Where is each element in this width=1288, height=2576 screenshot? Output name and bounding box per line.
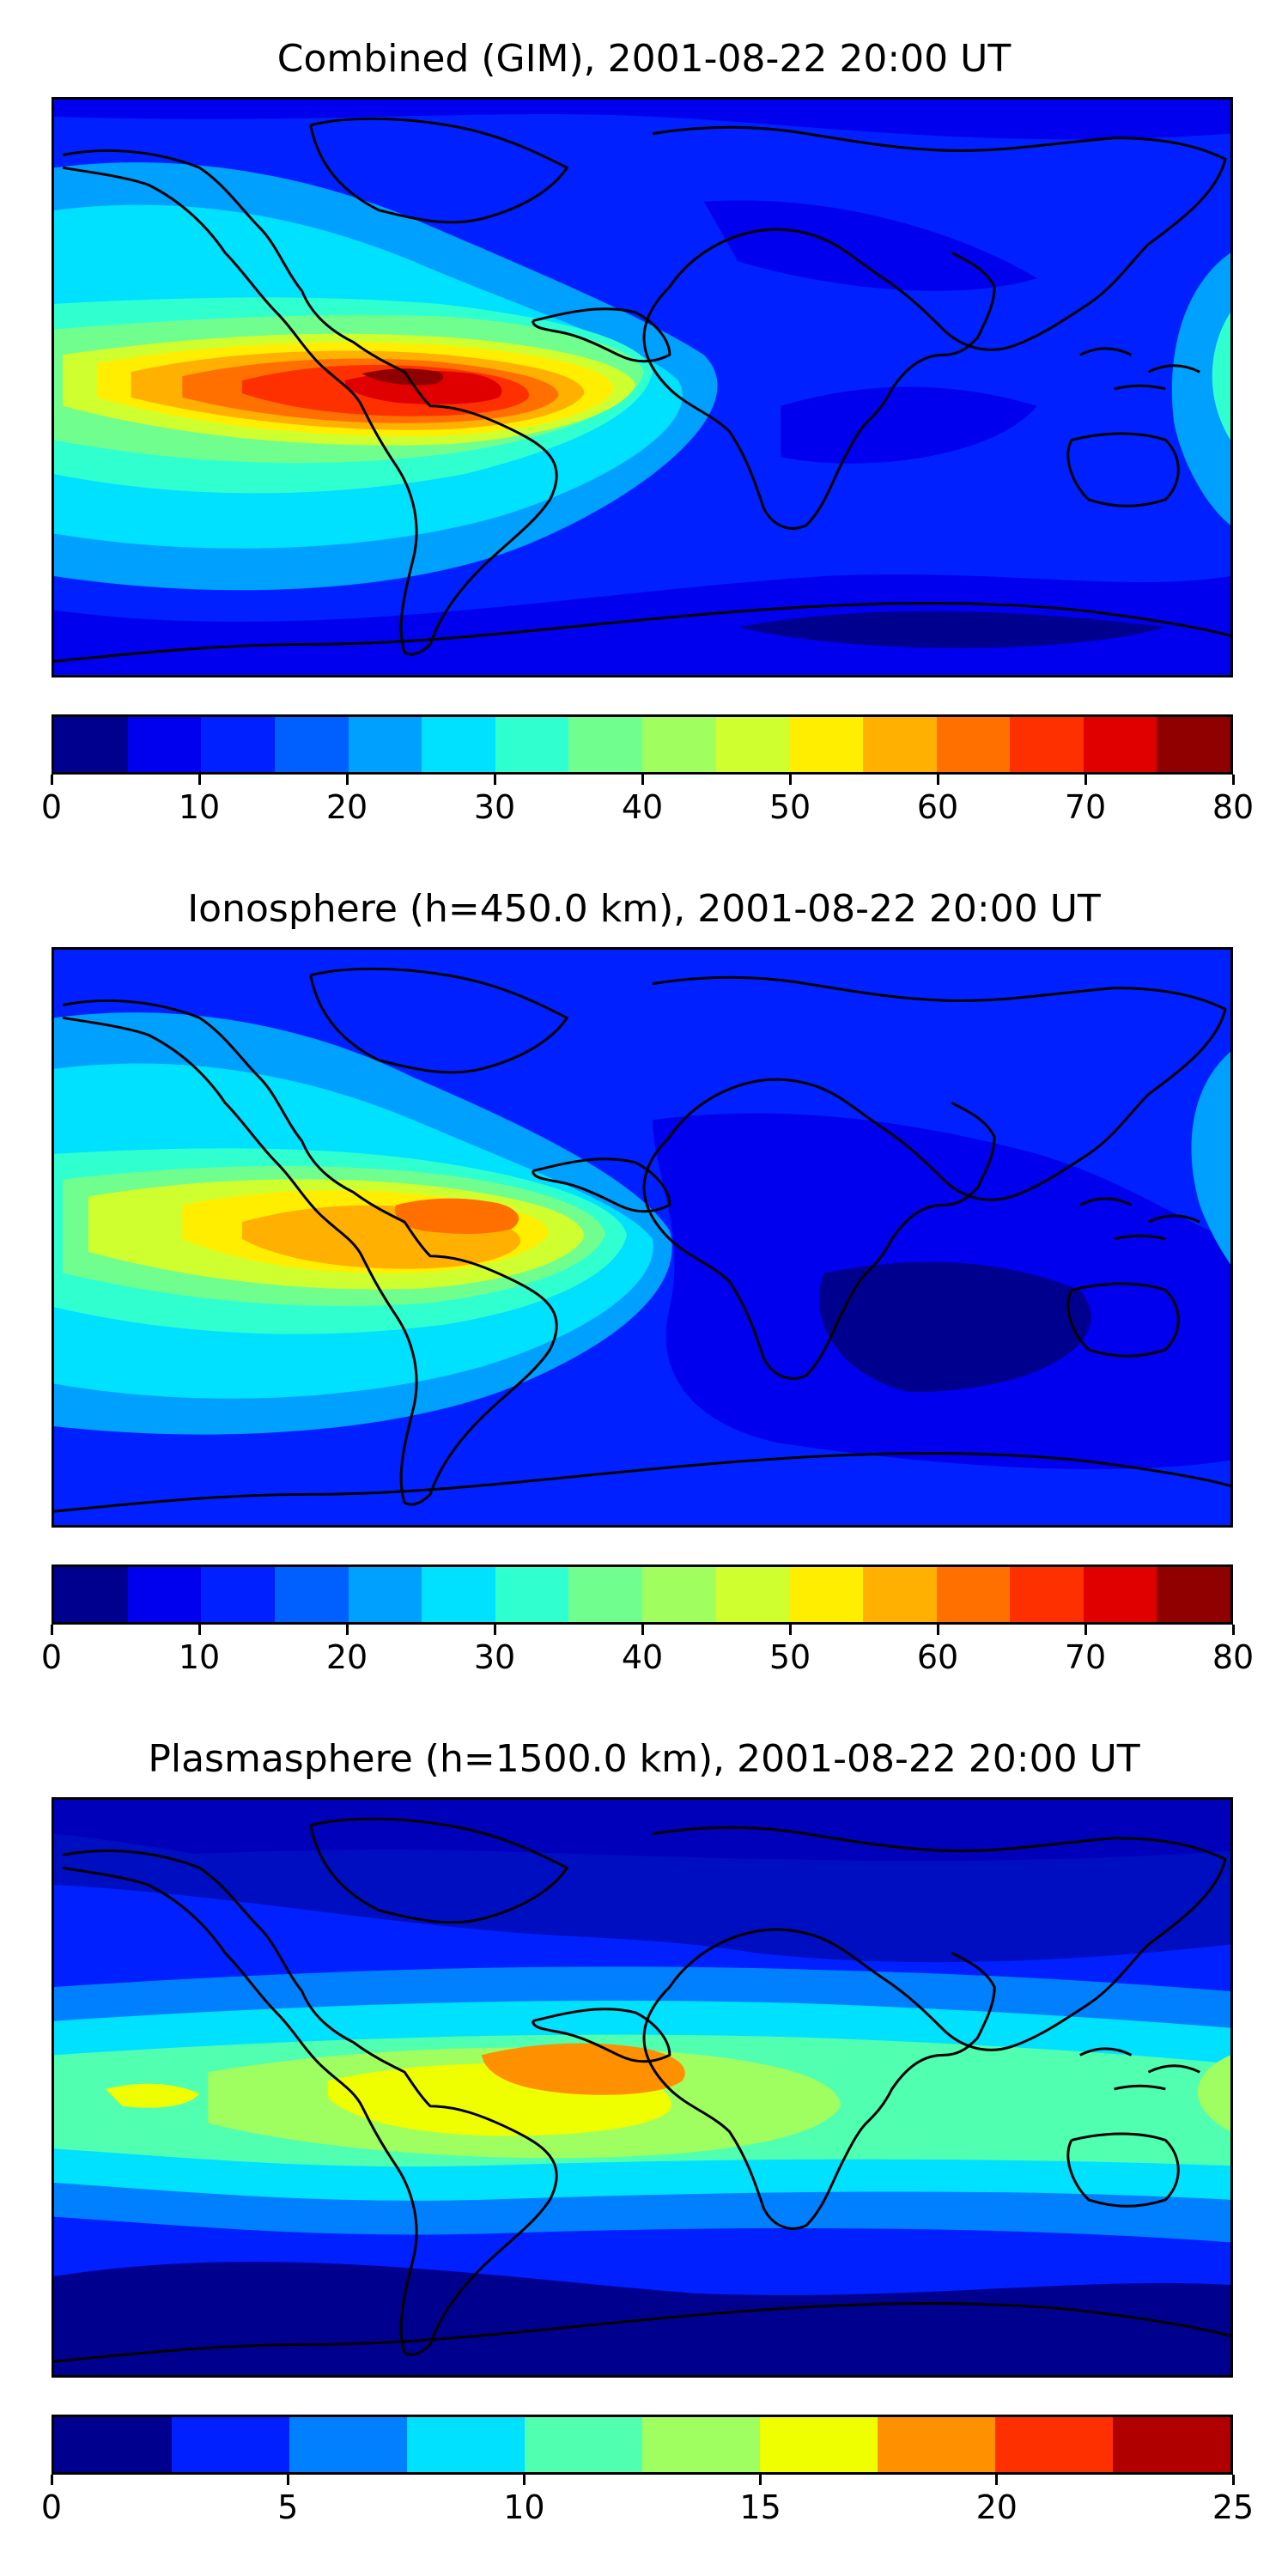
colorbar-tick-label: 40 xyxy=(621,1638,664,1676)
colorbar-segment xyxy=(127,717,202,772)
colorbar-tick-label: 80 xyxy=(1212,1638,1255,1676)
colorbar-tick-label: 70 xyxy=(1064,788,1107,826)
tec-map-combined xyxy=(52,97,1233,677)
colorbar-segment xyxy=(54,717,128,772)
colorbar-tick-label: 10 xyxy=(178,1638,221,1676)
map-title: Combined (GIM), 2001-08-22 20:00 UT xyxy=(276,37,1012,81)
colorbar-tick-label: 25 xyxy=(1212,2488,1255,2526)
colorbar-tick-label: 0 xyxy=(40,788,63,826)
map-plot xyxy=(54,950,1230,1525)
colorbar-tick-label: 20 xyxy=(325,1638,368,1676)
colorbar-segment xyxy=(760,2417,878,2472)
tec-map-ionosphere xyxy=(52,947,1233,1528)
colorbar-segment xyxy=(862,1567,937,1622)
colorbar-tick-label: 30 xyxy=(473,1638,516,1676)
map-plot xyxy=(54,100,1230,675)
colorbar-segment xyxy=(1010,717,1084,772)
colorbar-segment xyxy=(1113,2417,1230,2472)
colorbar-segment xyxy=(642,717,716,772)
colorbar-segment xyxy=(422,1567,495,1622)
colorbar-segment xyxy=(1083,1567,1157,1622)
colorbar-segment xyxy=(642,1567,716,1622)
colorbar-segment xyxy=(715,1567,790,1622)
colorbar xyxy=(52,1564,1233,1625)
colorbar-segment xyxy=(54,1567,128,1622)
colorbar-tick-label: 5 xyxy=(277,2488,299,2526)
colorbar-segment xyxy=(495,1567,569,1622)
colorbar-tick-label: 20 xyxy=(975,2488,1018,2526)
colorbar xyxy=(52,714,1233,775)
colorbar-segment xyxy=(568,717,642,772)
colorbar-tick-label: 15 xyxy=(739,2488,781,2526)
colorbar-tick-label: 30 xyxy=(473,788,516,826)
colorbar-segment xyxy=(878,2417,995,2472)
colorbar-segment xyxy=(348,1567,422,1622)
colorbar-tick-label: 40 xyxy=(621,788,664,826)
colorbar-tick-label: 50 xyxy=(769,788,811,826)
map-title: Plasmasphere (h=1500.0 km), 2001-08-22 2… xyxy=(148,1737,1140,1781)
colorbar-tick-label: 50 xyxy=(769,1638,811,1676)
colorbar-segment xyxy=(936,1567,1011,1622)
colorbar xyxy=(52,2415,1233,2475)
colorbar-segment xyxy=(1083,717,1157,772)
panel-plasmasphere: Plasmasphere (h=1500.0 km), 2001-08-22 2… xyxy=(0,1717,1288,2576)
colorbar-segment xyxy=(54,2417,172,2472)
colorbar-segment xyxy=(995,2417,1113,2472)
tec-map-plasmasphere xyxy=(52,1797,1233,2378)
colorbar-tick-label: 60 xyxy=(916,1638,959,1676)
colorbar-tick-label: 70 xyxy=(1064,1638,1107,1676)
colorbar-segment xyxy=(201,717,275,772)
colorbar-segment xyxy=(936,717,1011,772)
colorbar-segment xyxy=(525,2417,642,2472)
map-plot xyxy=(54,1800,1230,2375)
colorbar-segment xyxy=(289,2417,407,2472)
colorbar-segment xyxy=(789,717,863,772)
colorbar-tick-label: 0 xyxy=(40,2488,63,2526)
colorbar-ticks: 0 5 10 15 20 25 xyxy=(41,2475,1254,2526)
panel-combined: Combined (GIM), 2001-08-22 20:00 UT xyxy=(0,0,1288,859)
colorbar-segment xyxy=(348,717,422,772)
colorbar-ticks: 0 10 20 30 40 50 60 70 80 xyxy=(41,1625,1254,1676)
colorbar-tick-label: 10 xyxy=(178,788,221,826)
colorbar-segment xyxy=(568,1567,642,1622)
colorbar-segment xyxy=(1157,1567,1230,1622)
colorbar-segment xyxy=(407,2417,525,2472)
colorbar-segment xyxy=(789,1567,863,1622)
colorbar-tick-label: 80 xyxy=(1212,788,1255,826)
colorbar-ticks: 0 10 20 30 40 50 60 70 80 xyxy=(41,775,1254,826)
colorbar-segment xyxy=(1010,1567,1084,1622)
colorbar-segment xyxy=(127,1567,202,1622)
colorbar-segment xyxy=(715,717,790,772)
panel-ionosphere: Ionosphere (h=450.0 km), 2001-08-22 20:0… xyxy=(0,859,1288,1717)
colorbar-tick-label: 60 xyxy=(916,788,959,826)
colorbar-segment xyxy=(422,717,495,772)
colorbar-segment xyxy=(862,717,937,772)
colorbar-segment xyxy=(1157,717,1230,772)
colorbar-segment xyxy=(274,717,349,772)
colorbar-segment xyxy=(495,717,569,772)
colorbar-segment xyxy=(274,1567,349,1622)
colorbar-segment xyxy=(201,1567,275,1622)
colorbar-segment xyxy=(172,2417,289,2472)
colorbar-tick-label: 20 xyxy=(325,788,368,826)
colorbar-tick-label: 0 xyxy=(40,1638,63,1676)
map-title: Ionosphere (h=450.0 km), 2001-08-22 20:0… xyxy=(187,887,1101,931)
colorbar-segment xyxy=(642,2417,760,2472)
colorbar-tick-label: 10 xyxy=(503,2488,545,2526)
